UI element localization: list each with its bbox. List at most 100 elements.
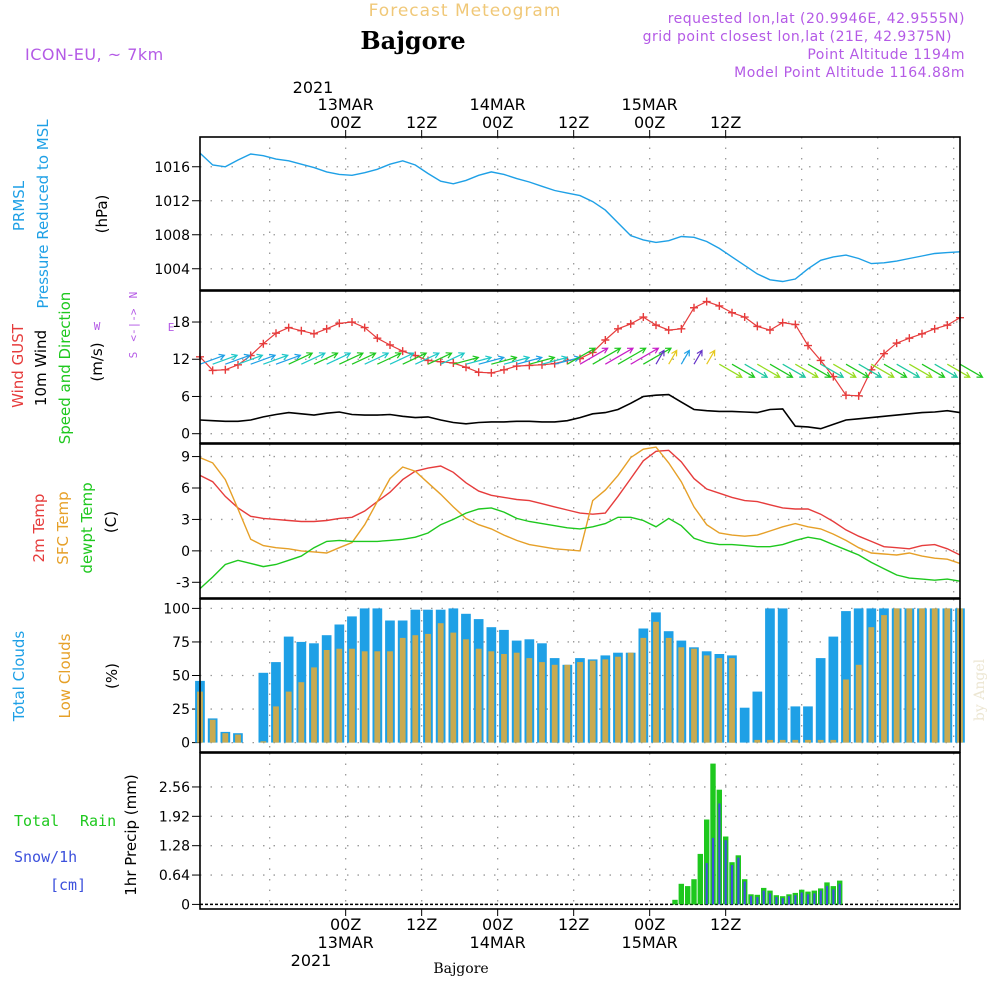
wind-arrow (908, 363, 933, 378)
prmsl-desc-label: Pressure Reduced to MSL (34, 119, 52, 309)
panel5-labels: Total Rain Snow/1h [cm] 1hr Precip (mm) (14, 774, 140, 895)
wind-line (199, 393, 961, 430)
total-cloud-bar (815, 658, 826, 743)
top-hour-label: 12Z (406, 113, 437, 132)
gust-marker (322, 324, 331, 333)
model-altitude: Model Point Altitude 1164.88m (734, 65, 965, 81)
wind-arrow (541, 355, 569, 365)
low-cloud-bar (349, 648, 355, 743)
model-name: ICON-EU, ~ 7km (25, 45, 164, 64)
wind-arrow (275, 353, 302, 365)
wind-arrow (453, 355, 480, 365)
gust-marker (702, 297, 711, 306)
wind-arrow (769, 363, 794, 378)
y-tick-label: 0 (181, 897, 190, 913)
compass-s-label: S (127, 352, 140, 359)
location-title: Bajgore (360, 26, 465, 55)
low-cloud-bar (665, 637, 672, 743)
low-cloud-bar (323, 650, 330, 743)
gust-marker (854, 391, 863, 400)
wind-arrow (845, 363, 870, 378)
credit-label: by Angel (972, 658, 988, 721)
gust-marker (373, 334, 382, 343)
gust-marker (639, 313, 648, 322)
snow-bar (813, 893, 816, 905)
top-hour-label: 12Z (710, 113, 741, 132)
gust-marker (778, 318, 787, 327)
panel3-labels: 2m Temp SFC Temp dewpt Temp (C) (30, 482, 120, 573)
gust-marker (842, 391, 850, 400)
snow-bar (787, 896, 791, 905)
gust-marker (690, 303, 698, 312)
sfc-temp-line (199, 446, 961, 565)
low-cloud-bar (792, 739, 799, 743)
low-cloud-bar (564, 664, 571, 743)
temp2m-line (199, 449, 961, 556)
prmsl-label: PRMSL (10, 180, 28, 231)
wind-arrow (478, 355, 506, 365)
snow-bar (775, 897, 778, 905)
wind-arrow (326, 352, 352, 365)
y-tick-label: 0 (181, 736, 190, 752)
gust-marker (943, 321, 952, 330)
snow-bar (705, 863, 708, 905)
wind-arrow (491, 355, 518, 365)
gust-marker (816, 356, 825, 365)
panel-frame (199, 290, 961, 444)
total-cloud-bar (739, 707, 750, 743)
y-tick-label: 1004 (154, 262, 190, 278)
pct-unit-label: (%) (103, 663, 121, 689)
wind-arrow (529, 355, 556, 365)
grid-coords: grid point closest lon,lat (21E, 42.9375… (643, 29, 952, 45)
gust-marker (272, 329, 280, 338)
top-hour-label: 00Z (634, 113, 665, 132)
low-cloud-bar (906, 608, 913, 743)
y-tick-label: 6 (181, 389, 190, 405)
hpa-unit-label: (hPa) (93, 195, 111, 234)
wind-arrow (415, 352, 441, 365)
wind-arrow (959, 363, 984, 378)
gust-line (199, 300, 961, 397)
low-cloud-bar (627, 652, 634, 743)
gust-marker (538, 360, 546, 369)
panel-4: 0 25 50 75 100 (163, 598, 965, 753)
low-cloud-bar (336, 648, 343, 743)
wind-arrow (566, 347, 597, 365)
bottom-hour-label: 12Z (558, 915, 589, 934)
panel-3: -3 0 3 6 9 (176, 443, 961, 599)
low-cloud-bar (577, 662, 583, 743)
wind-arrow (301, 352, 327, 365)
gust-marker (652, 321, 660, 330)
panel-frame (199, 752, 961, 910)
y-tick-label: 9 (181, 450, 190, 466)
snow-bar (832, 889, 835, 905)
total-cloud-bar (841, 611, 851, 743)
gust-marker (601, 336, 610, 345)
low-cloud-bar (399, 637, 406, 743)
bottom-hour-label: 00Z (330, 915, 361, 934)
snow-bar (794, 895, 797, 905)
wind-arrow (756, 363, 781, 378)
wind-arrow (655, 349, 665, 365)
low-cloud-bar (855, 664, 862, 743)
bottom-year-label: 2021 (291, 951, 332, 970)
gust-marker (398, 347, 407, 356)
sfc-temp-label: SFC Temp (54, 491, 72, 564)
y-tick-label: 75 (172, 635, 190, 651)
compass-n-label: N (127, 292, 140, 299)
gust-marker (740, 313, 749, 322)
wind-arrow (946, 363, 971, 378)
wind-arrow (237, 353, 264, 365)
low-cloud-bar (298, 682, 305, 743)
low-cloud-bar (919, 608, 925, 743)
top-hour-label: 00Z (482, 113, 513, 132)
low-clouds-label: Low Clouds (56, 633, 74, 718)
snow-bar (724, 840, 727, 905)
wind-arrow (225, 353, 251, 365)
total-cloud-bar (765, 608, 775, 743)
compass-arrows: <-|-> (127, 308, 140, 341)
panel4-labels: Total Clouds Low Clouds (%) (10, 631, 121, 723)
chart-title: Forecast Meteogram (369, 1, 562, 21)
